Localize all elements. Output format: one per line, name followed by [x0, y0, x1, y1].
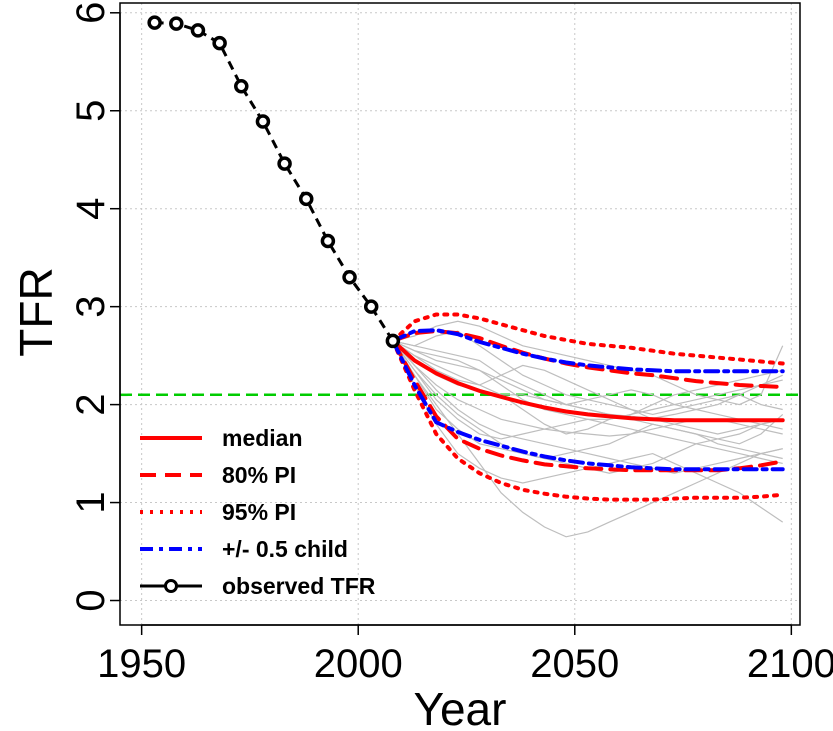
x-tick-label-1950: 1950 — [97, 642, 186, 686]
observed-point-1998 — [342, 270, 357, 285]
legend-label-observed: observed TFR — [222, 573, 376, 599]
trajectory-line-10 — [392, 330, 783, 416]
legend-label-half-child: +/- 0.5 child — [222, 536, 348, 562]
observed-point-2008 — [385, 333, 401, 349]
x-tick-label-2050: 2050 — [530, 642, 619, 686]
observed-point-1973 — [234, 79, 249, 94]
y-tick-label-3: 3 — [69, 296, 113, 318]
legend-marker-observed — [164, 579, 178, 593]
y-axis-title: TFR — [10, 267, 62, 356]
x-tick-label-2100: 2100 — [747, 642, 833, 686]
legend-label-pi80: 80% PI — [222, 462, 296, 488]
y-tick-label-0: 0 — [69, 589, 113, 611]
y-tick-label-5: 5 — [69, 100, 113, 122]
x-axis: 1950 2000 2050 2100 — [97, 624, 833, 686]
legend-label-pi95: 95% PI — [222, 499, 296, 525]
x-axis-title: Year — [414, 683, 507, 731]
x-tick-label-2000: 2000 — [314, 642, 403, 686]
series-line-pi95-upper — [390, 312, 785, 366]
trajectory-line-12 — [392, 340, 783, 435]
observed-point-2003 — [363, 299, 379, 314]
series-line-pi95-lower — [390, 338, 785, 502]
forecast-series — [390, 312, 785, 502]
trajectory-line-13 — [392, 340, 783, 474]
observed-point-1983 — [277, 156, 292, 171]
plot-frame — [119, 2, 801, 626]
trajectory-lines — [392, 320, 784, 538]
observed-line — [154, 21, 395, 342]
series-line-half-child-lower — [390, 338, 785, 472]
y-tick-label-6: 6 — [69, 2, 113, 24]
y-tick-label-1: 1 — [69, 491, 113, 513]
y-tick-label-4: 4 — [69, 198, 113, 220]
trajectory-line-15 — [392, 340, 783, 464]
series-line-median — [390, 338, 785, 423]
legend-label-median: median — [222, 425, 303, 451]
observed-point-1953 — [147, 15, 162, 30]
observed-point-1993 — [320, 233, 336, 249]
series-line-half-child-upper — [390, 328, 785, 374]
observed-series — [147, 15, 401, 349]
y-axis: 0 1 2 3 4 5 6 — [69, 2, 121, 612]
legend: median 80% PI 95% PI +/- 0.5 child observed … — [140, 425, 376, 599]
observed-point-1958 — [169, 16, 184, 31]
y-tick-label-2: 2 — [69, 393, 113, 415]
grid — [120, 3, 800, 625]
observed-point-1963 — [190, 23, 206, 38]
observed-point-1968 — [212, 35, 227, 51]
observed-point-1988 — [298, 191, 314, 207]
trajectory-line-6 — [392, 340, 783, 460]
observed-point-1978 — [255, 114, 271, 129]
trajectory-line-1 — [392, 340, 783, 435]
